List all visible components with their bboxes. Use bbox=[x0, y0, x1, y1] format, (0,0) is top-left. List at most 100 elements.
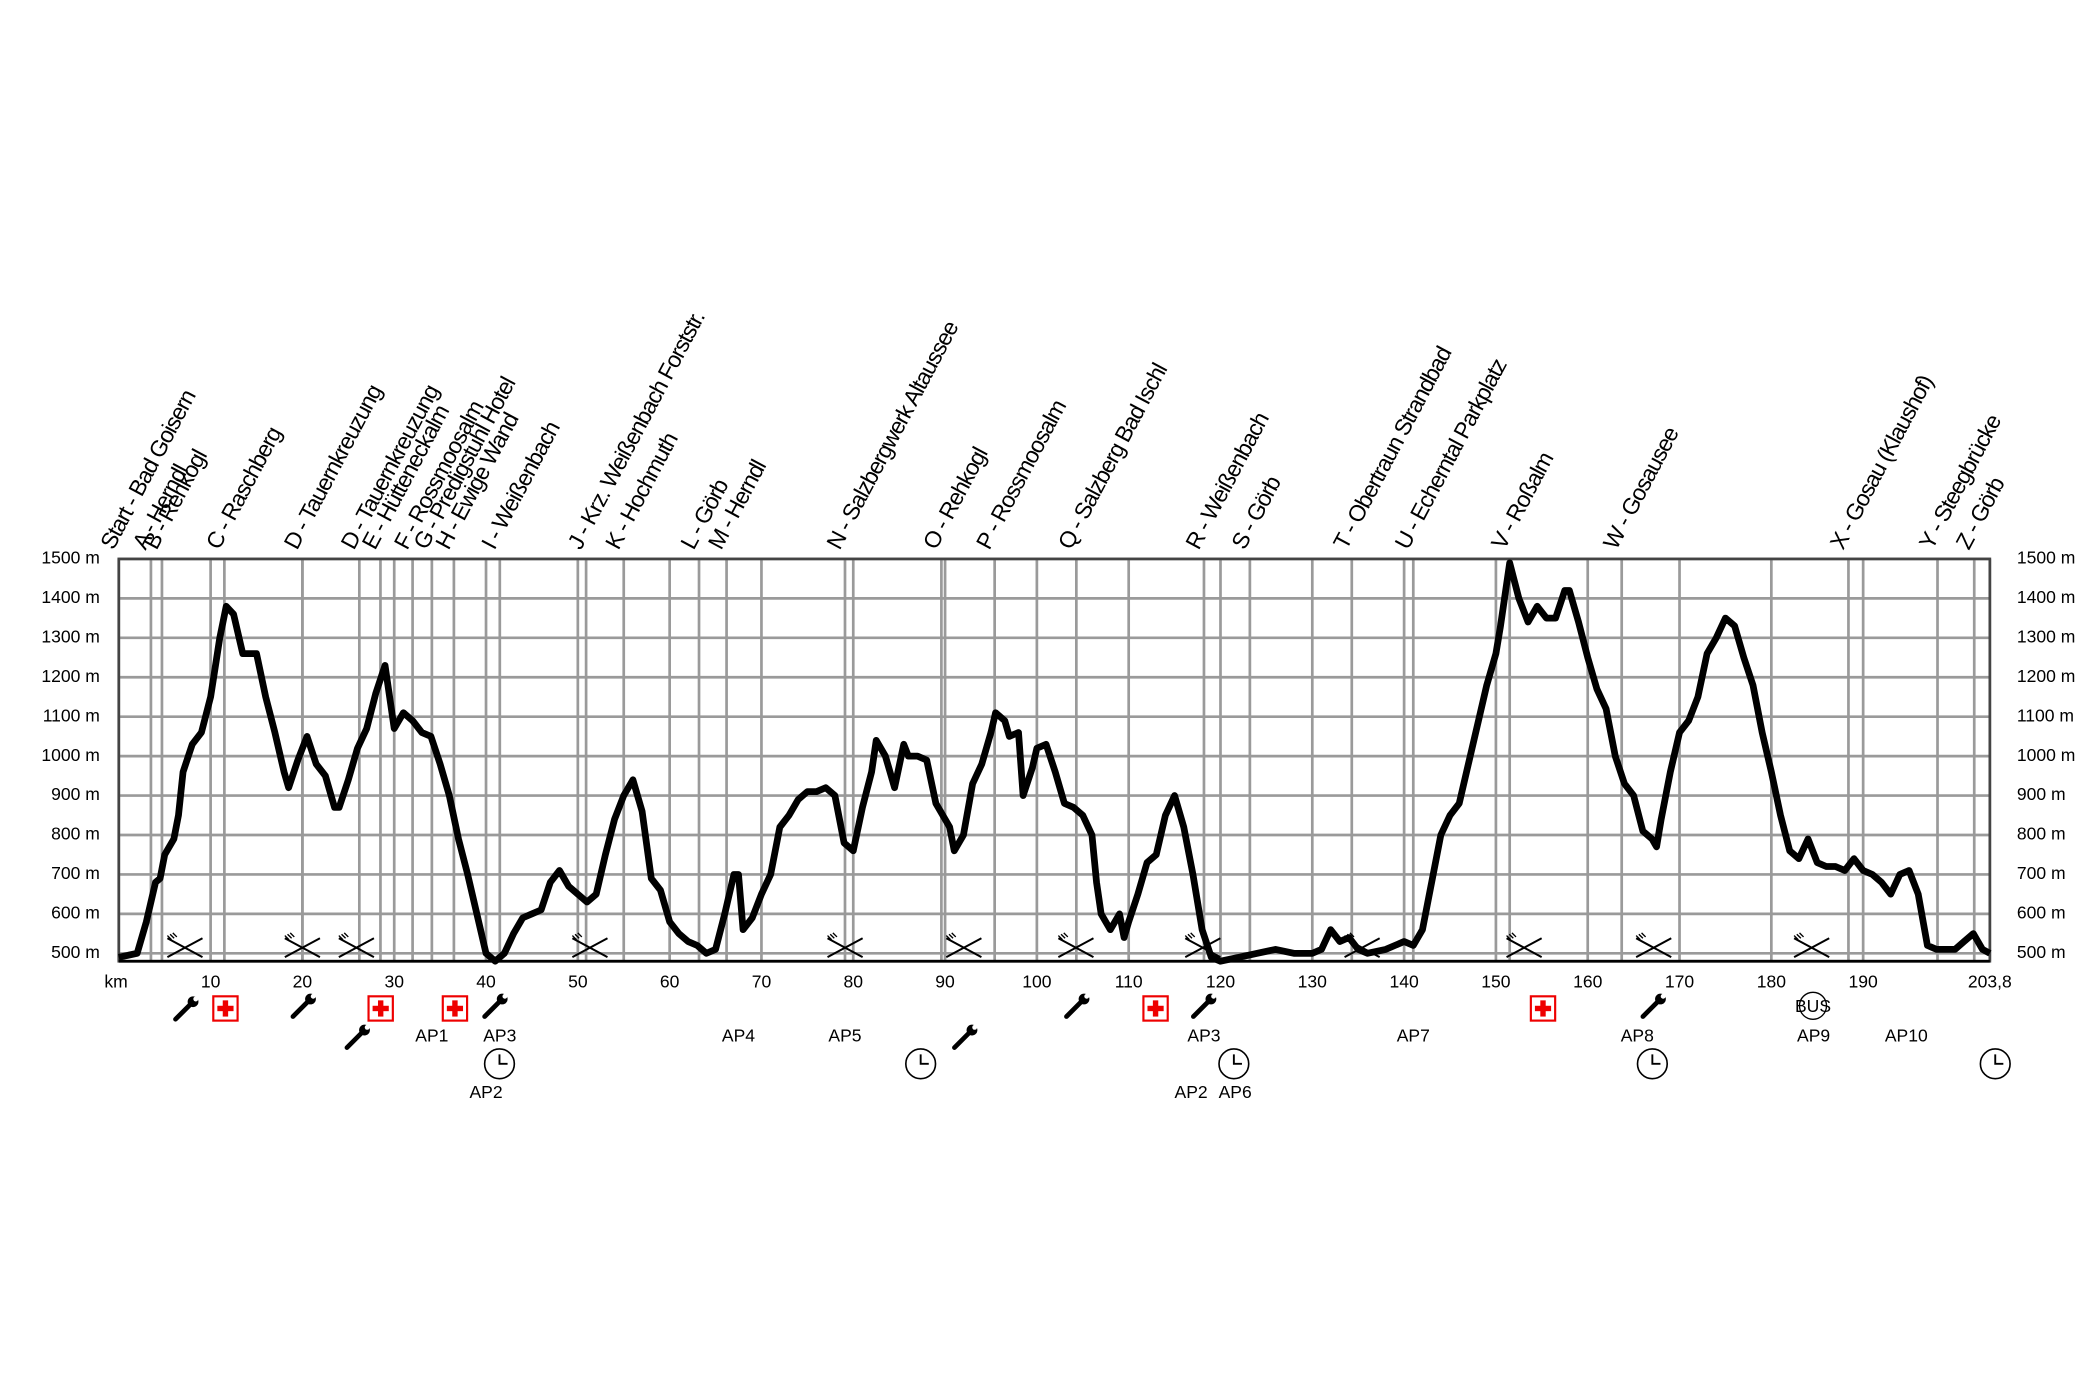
fork-b bbox=[166, 937, 203, 959]
x-tick-label: 100 bbox=[1022, 971, 1052, 991]
first-aid-v bbox=[222, 1000, 229, 1017]
y-tick-label-right: 1100 m bbox=[2017, 705, 2074, 725]
fork-b bbox=[1506, 937, 1543, 959]
x-tick-label: 190 bbox=[1849, 971, 1879, 991]
restaurant-icon bbox=[571, 932, 608, 959]
x-tick-label: 60 bbox=[660, 971, 680, 991]
first-aid-icon bbox=[212, 995, 239, 1022]
x-tick-label: 50 bbox=[568, 971, 588, 991]
restaurant-icon bbox=[1635, 932, 1672, 959]
clock-hands bbox=[1232, 1054, 1242, 1065]
wrench-jaw bbox=[193, 996, 199, 1002]
restaurant-icon bbox=[945, 932, 982, 959]
aid-station-label: AP1 bbox=[415, 1025, 448, 1045]
aid-station-label: AP3 bbox=[483, 1025, 516, 1045]
fork-tines bbox=[338, 932, 349, 941]
fork-b bbox=[1184, 937, 1221, 959]
x-tick-label: 70 bbox=[752, 971, 772, 991]
y-tick-label: 900 m bbox=[51, 784, 100, 804]
y-tick-label-right: 1300 m bbox=[2017, 626, 2075, 646]
aid-station-label: AP9 bbox=[1797, 1025, 1830, 1045]
first-aid-v bbox=[452, 1000, 458, 1017]
wrench-jaw bbox=[1211, 993, 1217, 999]
first-aid-v bbox=[1152, 1000, 1159, 1017]
wrench-handle bbox=[1640, 999, 1661, 1019]
x-tick-label: 30 bbox=[384, 971, 404, 991]
first-aid-icon bbox=[1142, 995, 1169, 1022]
wrench-icon bbox=[1064, 993, 1090, 1019]
clock-icon bbox=[1979, 1048, 2011, 1080]
fork-b bbox=[945, 937, 982, 959]
fork-tines bbox=[1506, 932, 1517, 941]
wrench-icon bbox=[1191, 993, 1217, 1019]
y-tick-label: 1300 m bbox=[41, 626, 99, 646]
y-tick-label-right: 900 m bbox=[2017, 784, 2066, 804]
clock-hands bbox=[919, 1054, 929, 1065]
y-tick-label: 600 m bbox=[51, 903, 100, 923]
x-tick-label: 10 bbox=[201, 971, 221, 991]
wrench-handle bbox=[482, 999, 502, 1019]
restaurant-icon bbox=[284, 932, 321, 959]
fork-tines bbox=[1793, 932, 1805, 941]
y-tick-label-right: 600 m bbox=[2017, 903, 2066, 923]
clock-hands bbox=[498, 1054, 508, 1065]
y-tick-label: 1500 m bbox=[41, 548, 99, 568]
wrench-handle bbox=[173, 1002, 193, 1022]
x-tick-label: 90 bbox=[935, 971, 955, 991]
wrench-icon bbox=[1640, 993, 1666, 1019]
waypoint-label: T - Obertraun Strandbad bbox=[1328, 342, 1457, 553]
x-tick-label: 130 bbox=[1298, 971, 1328, 991]
restaurant-icon bbox=[1344, 932, 1381, 959]
first-aid-v bbox=[377, 1000, 384, 1017]
wrench-icon bbox=[952, 1024, 978, 1050]
x-tick-label: 170 bbox=[1665, 971, 1695, 991]
waypoint-label: U - Echerntal Parkplatz bbox=[1389, 354, 1511, 553]
aid-station-label: AP7 bbox=[1397, 1025, 1430, 1045]
y-tick-label: 1100 m bbox=[43, 705, 100, 725]
fork-b bbox=[338, 937, 375, 959]
y-tick-label: 1400 m bbox=[41, 587, 99, 607]
fork-tines bbox=[827, 932, 838, 941]
wrench-jaw bbox=[364, 1024, 370, 1030]
fork-tines bbox=[284, 932, 295, 941]
wrench-jaw bbox=[310, 993, 316, 999]
y-tick-label-right: 1500 m bbox=[2017, 548, 2075, 568]
first-aid-icon bbox=[441, 995, 469, 1022]
aid-station-label: AP5 bbox=[828, 1025, 861, 1045]
fork-tines bbox=[1184, 932, 1196, 941]
restaurant-icon bbox=[1184, 932, 1221, 959]
waypoint-label: V - Roßalm bbox=[1486, 448, 1558, 553]
fork-b bbox=[1344, 937, 1381, 959]
elevation-line bbox=[118, 559, 1992, 965]
x-tick-label: 150 bbox=[1481, 971, 1511, 991]
x-tick-label: 140 bbox=[1389, 971, 1419, 991]
restaurant-icon bbox=[1506, 932, 1543, 959]
waypoint-label: C - Raschberg bbox=[200, 423, 286, 554]
aid-station-label: AP4 bbox=[722, 1025, 755, 1045]
fork-b bbox=[827, 937, 864, 959]
x-tick-label: 120 bbox=[1206, 971, 1236, 991]
fork-b bbox=[1793, 937, 1830, 959]
x-tick-label: 180 bbox=[1757, 971, 1787, 991]
y-tick-label-right: 800 m bbox=[2017, 824, 2066, 844]
waypoint-label: P - Rossmoosalm bbox=[971, 396, 1071, 553]
wrench-jaw bbox=[1084, 993, 1090, 999]
aid-station-label: AP6 bbox=[1219, 1082, 1252, 1102]
waypoint-label: Q - Salzberg Bad Ischl bbox=[1052, 359, 1172, 553]
wrench-icon bbox=[290, 993, 316, 1019]
fork-tines bbox=[1635, 932, 1647, 941]
aid-station-label: AP10 bbox=[1885, 1025, 1928, 1045]
fork-tines bbox=[1057, 932, 1069, 941]
wrench-handle bbox=[952, 1030, 972, 1050]
clock-icon bbox=[1218, 1048, 1250, 1080]
wrench-jaw bbox=[972, 1024, 978, 1030]
y-tick-label-right: 700 m bbox=[2017, 863, 2066, 883]
x-tick-label: 20 bbox=[293, 971, 313, 991]
y-tick-label-right: 1200 m bbox=[2017, 666, 2075, 686]
fork-tines bbox=[1344, 932, 1355, 941]
wrench-icon bbox=[344, 1024, 370, 1050]
fork-b bbox=[1635, 937, 1672, 959]
clock-icon bbox=[1636, 1048, 1669, 1080]
